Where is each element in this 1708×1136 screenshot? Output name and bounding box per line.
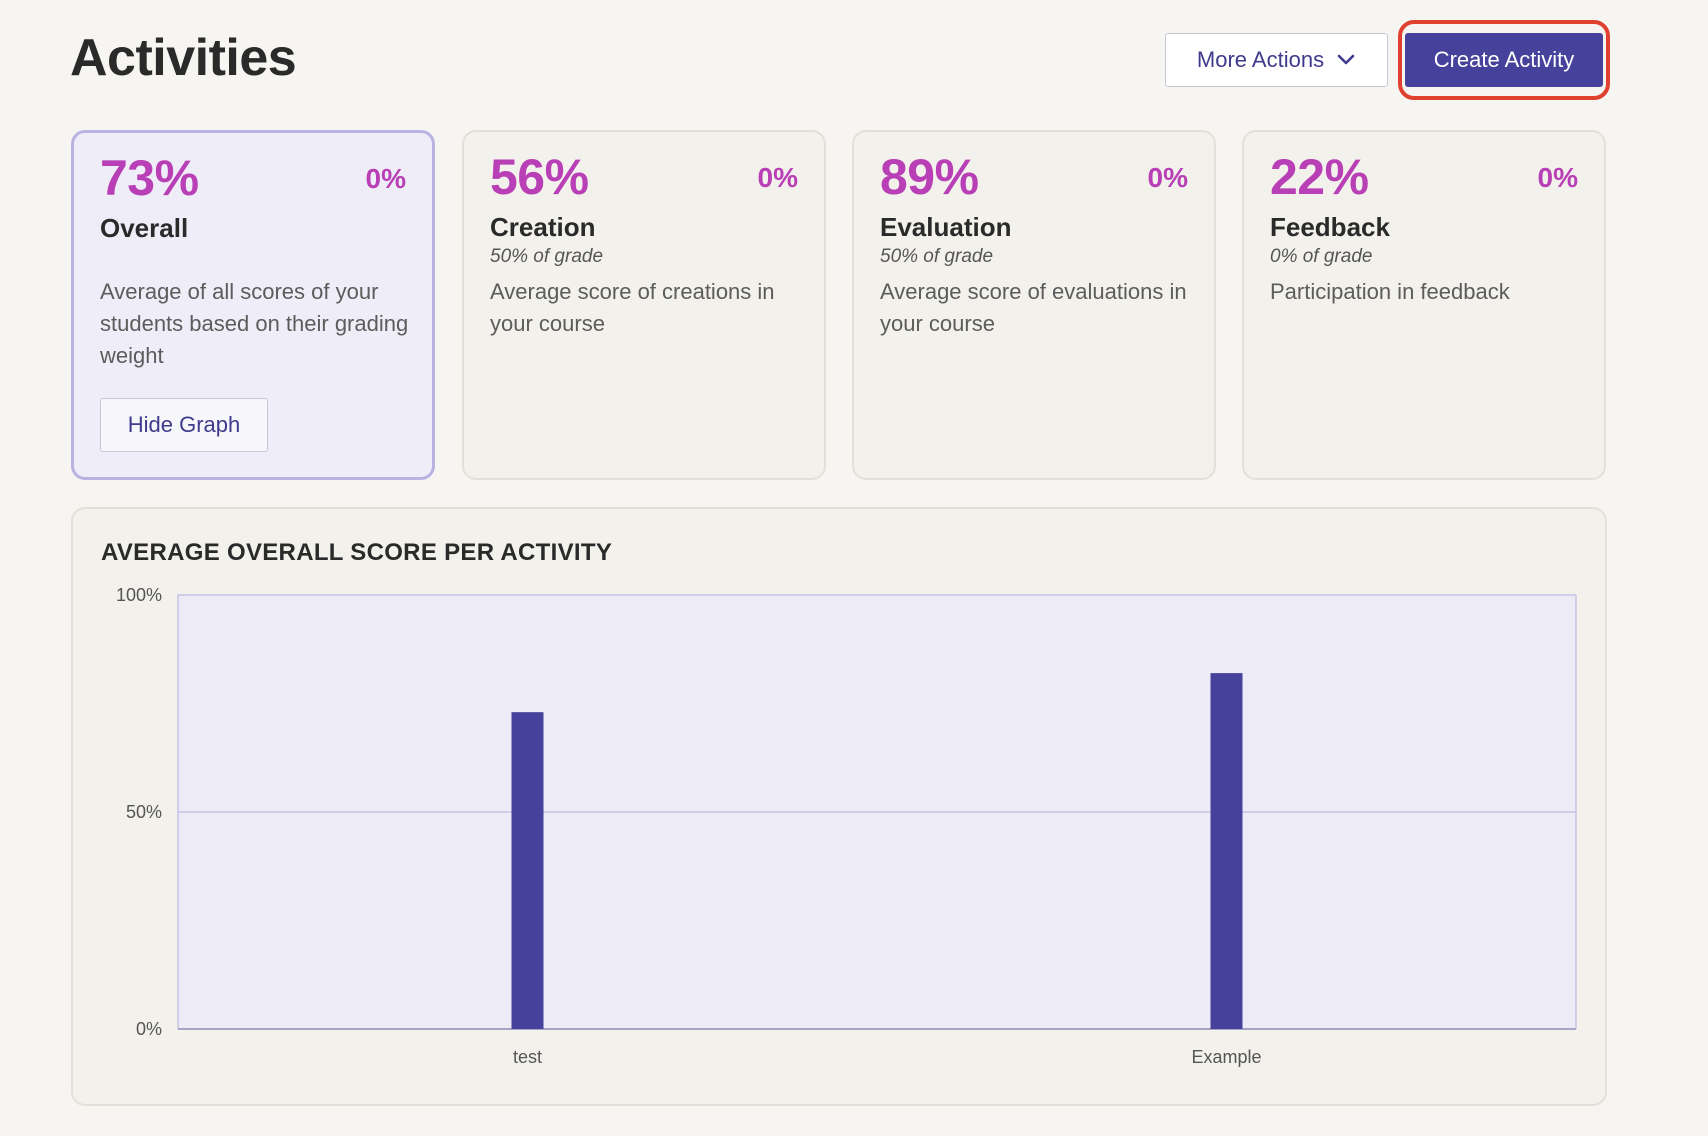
y-tick-label: 0% [136, 1019, 162, 1039]
hide-graph-button[interactable]: Hide Graph [100, 398, 268, 452]
stat-label: Evaluation [880, 212, 1012, 242]
stat-description: Average score of evaluations in your cou… [880, 279, 1187, 336]
stat-label: Feedback [1270, 212, 1390, 242]
y-tick-label: 100% [116, 585, 162, 605]
stat-value: 56% [490, 149, 589, 205]
stat-description: Average of all scores of your students b… [100, 279, 409, 368]
more-actions-label: More Actions [1196, 47, 1325, 72]
stat-label: Creation [490, 212, 596, 242]
bar-test[interactable] [511, 712, 544, 1029]
score-chart-panel: AVERAGE OVERALL SCORE PER ACTIVITY 0% 50%… [71, 507, 1607, 1106]
stat-delta: 0% [1147, 162, 1188, 193]
grade-weight: 50% of grade [490, 246, 604, 267]
stat-delta: 0% [757, 162, 798, 193]
create-activity-highlight [1398, 20, 1610, 100]
x-tick-label: Example [1191, 1047, 1261, 1067]
grade-weight: 0% of grade [1270, 246, 1373, 267]
stat-description: Average score of creations in your cours… [490, 279, 775, 336]
stat-card-evaluation[interactable]: 89% 0% Evaluation 50% of grade Average s… [852, 130, 1216, 480]
y-tick-label: 50% [126, 802, 162, 822]
chart-title: AVERAGE OVERALL SCORE PER ACTIVITY [101, 539, 613, 566]
stat-value: 73% [100, 150, 199, 206]
hide-graph-label: Hide Graph [127, 412, 241, 437]
x-tick-label: test [513, 1047, 542, 1067]
page-title: Activities [70, 29, 297, 87]
more-actions-button[interactable]: More Actions [1165, 33, 1388, 87]
stat-value: 22% [1270, 149, 1369, 205]
stat-delta: 0% [365, 163, 406, 194]
create-activity-button[interactable]: Create Activity [1405, 33, 1603, 87]
chevron-down-icon [1337, 54, 1355, 65]
stat-card-creation[interactable]: 56% 0% Creation 50% of grade Average sco… [462, 130, 826, 480]
stat-card-overall[interactable]: 73% 0% Overall Average of all scores of … [71, 130, 435, 480]
create-activity-label: Create Activity [1433, 47, 1575, 72]
grade-weight: 50% of grade [880, 246, 994, 267]
stat-description: Participation in feedback [1270, 279, 1510, 304]
bar-chart: 0% 50% 100% test Example [116, 585, 1577, 1067]
stat-card-feedback[interactable]: 22% 0% Feedback 0% of grade Participatio… [1242, 130, 1606, 480]
bar-example[interactable] [1210, 673, 1243, 1029]
stat-value: 89% [880, 149, 979, 205]
stat-delta: 0% [1537, 162, 1578, 193]
stat-label: Overall [100, 213, 189, 243]
